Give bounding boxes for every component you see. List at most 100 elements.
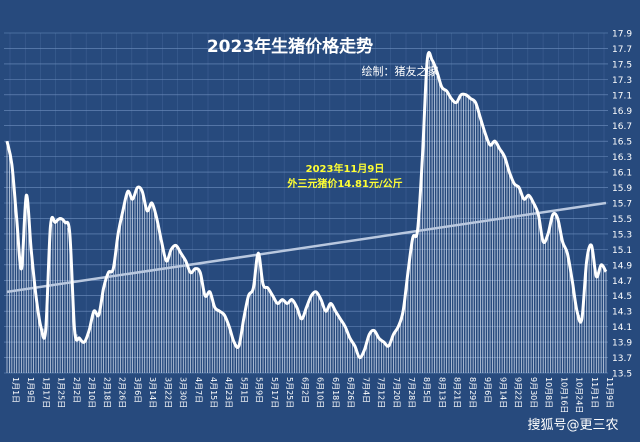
y-tick-label: 14.7 bbox=[612, 277, 632, 287]
x-tick: 8月5日 bbox=[422, 377, 431, 403]
x-tick: 7月28日 bbox=[407, 377, 416, 408]
x-tick-label: 8月5日 bbox=[422, 377, 431, 403]
x-tick-label: 1月9日 bbox=[26, 377, 35, 403]
x-tick: 1月9日 bbox=[26, 377, 35, 403]
y-tick-label: 13.9 bbox=[612, 339, 632, 349]
x-tick-label: 8月21日 bbox=[453, 377, 462, 408]
x-tick-label: 6月2日 bbox=[300, 377, 309, 403]
x-tick: 7月4日 bbox=[361, 377, 370, 403]
x-tick: 3月6日 bbox=[133, 377, 142, 403]
y-tick-label: 17.3 bbox=[612, 76, 632, 86]
chart-subtitle: 绘制：猪友之家 bbox=[362, 64, 439, 78]
x-tick: 6月26日 bbox=[346, 377, 355, 408]
x-tick-label: 1月1日 bbox=[11, 377, 20, 403]
x-tick-label: 1月25日 bbox=[57, 377, 66, 408]
x-tick: 1月25日 bbox=[57, 377, 66, 408]
x-tick-label: 3月30日 bbox=[179, 377, 188, 408]
y-tick-label: 16.1 bbox=[612, 169, 632, 179]
y-tick-label: 16.5 bbox=[612, 138, 632, 148]
x-tick-label: 9月6日 bbox=[483, 377, 492, 403]
y-tick-label: 17.1 bbox=[612, 91, 632, 101]
x-tick-label: 11月9日 bbox=[605, 377, 614, 408]
x-tick-label: 7月20日 bbox=[392, 377, 401, 408]
x-tick: 8月21日 bbox=[453, 377, 462, 408]
x-tick-label: 1月17日 bbox=[41, 377, 50, 408]
x-tick: 9月14日 bbox=[498, 377, 507, 408]
x-tick-label: 2月18日 bbox=[102, 377, 111, 408]
y-tick-label: 14.1 bbox=[612, 323, 632, 333]
x-tick-label: 5月9日 bbox=[255, 377, 264, 403]
x-tick-label: 5月17日 bbox=[270, 377, 279, 408]
x-tick-label: 2月26日 bbox=[118, 377, 127, 408]
y-tick-label: 17.7 bbox=[612, 45, 632, 55]
x-tick: 1月17日 bbox=[41, 377, 50, 408]
area-fill-hatch bbox=[6, 60, 607, 373]
x-tick-label: 6月18日 bbox=[331, 377, 340, 408]
annotation-price: 外三元猪价14.81元/公斤 bbox=[286, 177, 402, 190]
x-tick: 8月13日 bbox=[437, 377, 446, 408]
y-tick-label: 17.9 bbox=[612, 30, 632, 40]
x-tick: 9月6日 bbox=[483, 377, 492, 403]
x-tick: 5月1日 bbox=[239, 377, 248, 403]
x-tick: 3月22日 bbox=[163, 377, 172, 408]
x-tick: 4月23日 bbox=[224, 377, 233, 408]
x-tick-label: 4月7日 bbox=[194, 377, 203, 403]
x-tick: 11月9日 bbox=[605, 377, 614, 408]
x-tick-label: 3月6日 bbox=[133, 377, 142, 403]
y-tick-label: 13.5 bbox=[612, 370, 632, 380]
x-tick-label: 2月2日 bbox=[72, 377, 81, 403]
x-tick-label: 6月10日 bbox=[316, 377, 325, 408]
y-tick-label: 16.3 bbox=[612, 153, 632, 163]
y-tick-label: 15.1 bbox=[612, 246, 632, 256]
x-tick: 8月29日 bbox=[468, 377, 477, 408]
y-tick-label: 15.3 bbox=[612, 230, 632, 240]
x-tick-label: 5月1日 bbox=[239, 377, 248, 403]
y-tick-label: 16.7 bbox=[612, 122, 632, 132]
x-tick: 7月20日 bbox=[392, 377, 401, 408]
x-tick: 10月24日 bbox=[575, 377, 584, 413]
x-tick: 5月9日 bbox=[255, 377, 264, 403]
y-tick-label: 14.5 bbox=[612, 292, 632, 302]
x-tick-label: 6月26日 bbox=[346, 377, 355, 408]
y-axis-ticks: 13.5 13.7 13.9 14.1 14.3 14.5 14.7 14.9 15.1 15.3… bbox=[612, 30, 632, 380]
y-tick-label: 14.9 bbox=[612, 261, 632, 271]
x-tick: 5月17日 bbox=[270, 377, 279, 408]
x-tick-label: 9月30日 bbox=[529, 377, 538, 408]
x-tick: 1月1日 bbox=[11, 377, 20, 403]
x-tick: 2月26日 bbox=[118, 377, 127, 408]
x-tick-label: 9月14日 bbox=[498, 377, 507, 408]
x-tick-label: 8月29日 bbox=[468, 377, 477, 408]
x-tick: 2月2日 bbox=[72, 377, 81, 403]
x-tick-label: 2月10日 bbox=[87, 377, 96, 408]
x-tick-label: 4月15日 bbox=[209, 377, 218, 408]
x-tick: 9月30日 bbox=[529, 377, 538, 408]
x-tick-label: 10月24日 bbox=[575, 377, 584, 413]
x-tick: 3月14日 bbox=[148, 377, 157, 408]
x-tick: 11月1日 bbox=[590, 377, 599, 408]
watermark-text: 搜狐号@更三农 bbox=[527, 418, 618, 433]
x-tick-label: 4月23日 bbox=[224, 377, 233, 408]
x-tick-label: 8月13日 bbox=[437, 377, 446, 408]
x-tick-label: 11月1日 bbox=[590, 377, 599, 408]
x-tick-label: 7月12日 bbox=[377, 377, 386, 408]
chart-title: 2023年生猪价格走势 bbox=[207, 36, 373, 57]
x-tick: 10月16日 bbox=[559, 377, 568, 413]
annotation-date: 2023年11月9日 bbox=[306, 162, 385, 175]
x-tick-label: 5月25日 bbox=[285, 377, 294, 408]
x-tick: 6月18日 bbox=[331, 377, 340, 408]
x-tick: 3月30日 bbox=[179, 377, 188, 408]
x-tick-label: 3月22日 bbox=[163, 377, 172, 408]
x-tick: 7月12日 bbox=[377, 377, 386, 408]
x-tick: 2月10日 bbox=[87, 377, 96, 408]
y-tick-label: 16.9 bbox=[612, 107, 632, 117]
x-tick-label: 7月28日 bbox=[407, 377, 416, 408]
x-tick: 4月15日 bbox=[209, 377, 218, 408]
x-tick-label: 10月8日 bbox=[544, 377, 553, 408]
y-tick-label: 14.3 bbox=[612, 308, 632, 318]
x-tick-label: 9月22日 bbox=[514, 377, 523, 408]
price-line-group bbox=[5, 50, 608, 360]
x-tick-label: 3月14日 bbox=[148, 377, 157, 408]
y-tick-label: 13.7 bbox=[612, 354, 632, 364]
